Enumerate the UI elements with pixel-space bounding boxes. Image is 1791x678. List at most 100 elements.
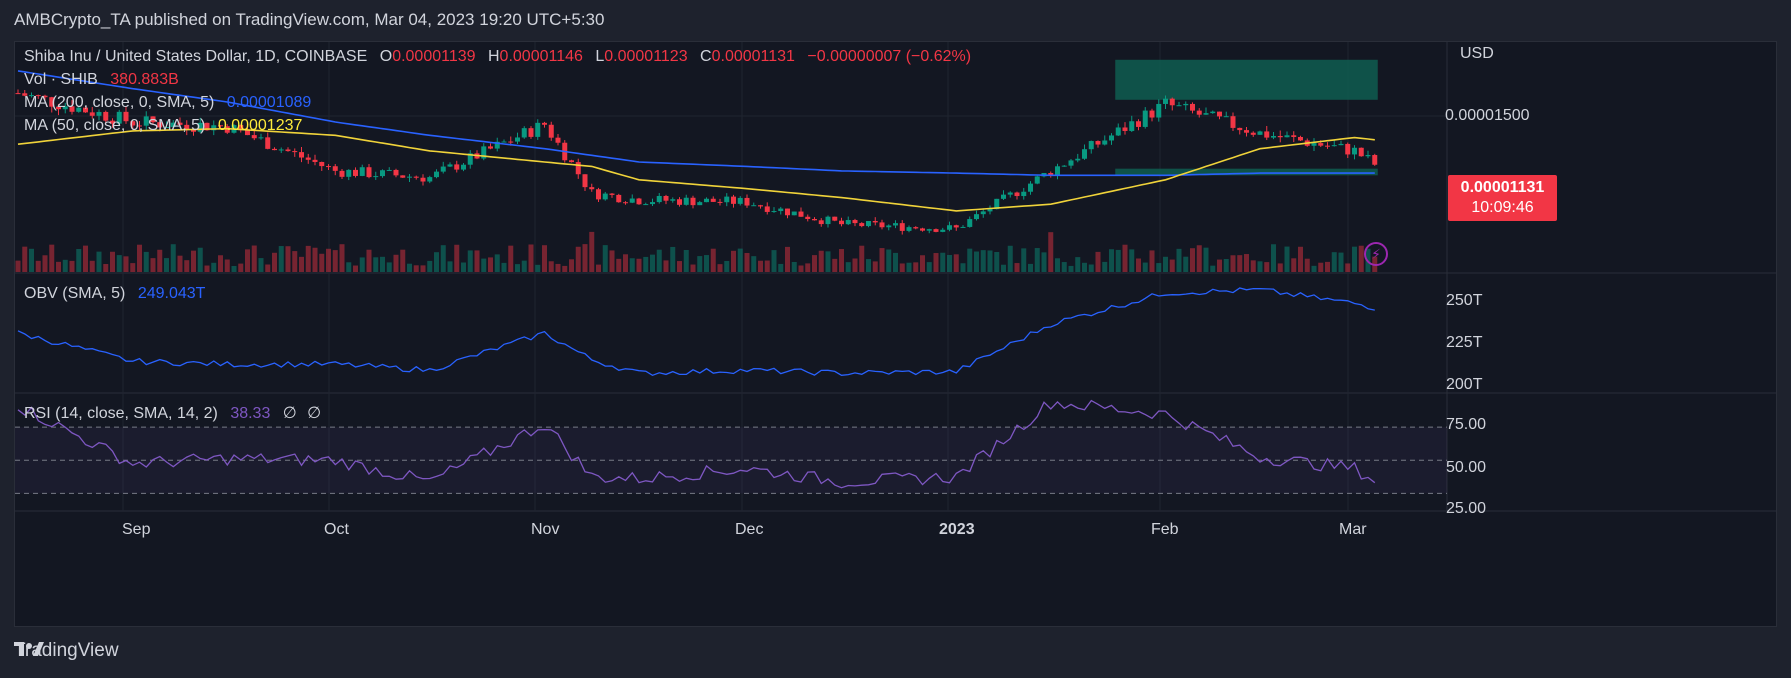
candle-body [724,196,730,203]
candle-body [1338,143,1344,146]
volume-bar [1358,245,1364,272]
volume-bar [440,245,446,272]
candle-body [116,111,122,124]
candle-body [1250,132,1256,135]
volume-bar [272,252,277,272]
candle-body [366,167,372,178]
candle-body [785,208,790,216]
close-value: 0.00001131 [711,48,795,65]
candle-body [1311,143,1317,146]
volume-bar [778,263,784,272]
volume-bar [123,256,129,272]
volume-bar [1136,258,1141,272]
volume-bar [1244,254,1249,272]
volume-bar [1061,262,1067,272]
volume-bar [1217,259,1222,272]
volume-bar [191,250,196,272]
symbol-title: Shiba Inu / United States Dollar, 1D, CO… [24,48,368,65]
volume-bar [521,260,527,272]
publish-caption: AMBCrypto_TA published on TradingView.co… [14,10,605,29]
candle-body [1277,135,1283,138]
candle-body [481,146,487,159]
candle-body [1196,110,1202,115]
candle-body [494,141,500,149]
volume-bar [643,256,649,272]
candle-body [69,106,75,112]
chart-canvas[interactable] [15,42,1776,626]
candle-body [1149,110,1155,118]
candle-body [515,137,520,142]
candle-body [751,205,757,207]
volume-bar [346,262,352,272]
volume-bar [49,244,55,272]
volume-bar [467,250,473,272]
rsi-legend[interactable]: RSI (14, close, SMA, 14, 2) 38.33 ∅ ∅ [24,403,321,423]
candle-body [218,125,223,127]
volume-bar [1075,257,1081,272]
volume-bar [528,244,534,272]
volume-bar [427,260,433,272]
volume-bar [380,256,385,272]
volume-bar [22,246,28,272]
volume-bar [1352,246,1357,272]
volume-bar [1325,261,1330,272]
candle-body [569,160,574,163]
volume-bar [791,261,797,272]
volume-bar [872,261,878,272]
candle-body [650,202,655,205]
lightning-icon[interactable]: ⚡ [1364,242,1388,266]
volume-bar [535,264,541,272]
candle-body [535,122,541,137]
rsi-line [17,399,1376,489]
candle-body [1001,194,1006,199]
candle-body [1156,103,1162,118]
low-value: 0.00001123 [604,48,688,65]
candle-body [731,196,736,204]
candle-body [1331,145,1337,147]
volume-bar [690,264,696,272]
volume-bar [602,245,608,272]
volume-bar [231,265,237,272]
volume-bar [494,254,500,272]
rsi-tick-50: 50.00 [1446,459,1487,476]
candle-body [123,111,129,122]
current-price-value: 0.00001131 [1460,179,1545,196]
volume-bar [1014,263,1020,272]
volume-bar [515,264,520,272]
candle-body [42,95,48,98]
volume-bar [130,263,136,272]
ma200-line [17,70,1375,177]
candle-body [1014,192,1020,197]
volume-bar [852,258,858,272]
candle-body [204,122,210,131]
volume-bar [697,256,703,272]
volume-legend[interactable]: Vol · SHIB 380.883B [24,71,179,89]
chart-frame[interactable]: Shiba Inu / United States Dollar, 1D, CO… [14,41,1777,627]
volume-bar [899,263,905,272]
volume-bar [805,263,811,272]
volume-bar [1250,260,1256,272]
volume-bar [508,245,514,272]
volume-bar [1102,261,1108,272]
candle-body [15,93,21,95]
volume-bar [170,244,176,272]
candle-body [447,164,453,167]
ma50-legend[interactable]: MA (50, close, 0, SMA, 5) 0.00001237 [24,117,302,135]
volume-bar [56,261,61,272]
candle-body [386,169,392,171]
candle-body [1102,140,1108,145]
candle-body [454,164,460,170]
candle-body [1345,143,1351,155]
volume-bar [1318,262,1324,272]
volume-bar [677,261,682,272]
candle-body [818,220,824,225]
candle-body [184,124,190,130]
volume-bar [758,260,763,272]
volume-bar [771,250,777,272]
tradingview-brand[interactable]: TradingView [14,640,119,662]
candle-body [1075,158,1081,161]
obv-legend[interactable]: OBV (SMA, 5) 249.043T [24,285,205,303]
symbol-legend[interactable]: Shiba Inu / United States Dollar, 1D, CO… [24,48,971,66]
ma200-legend[interactable]: MA (200, close, 0, SMA, 5) 0.00001089 [24,94,311,112]
candle-body [879,222,885,228]
